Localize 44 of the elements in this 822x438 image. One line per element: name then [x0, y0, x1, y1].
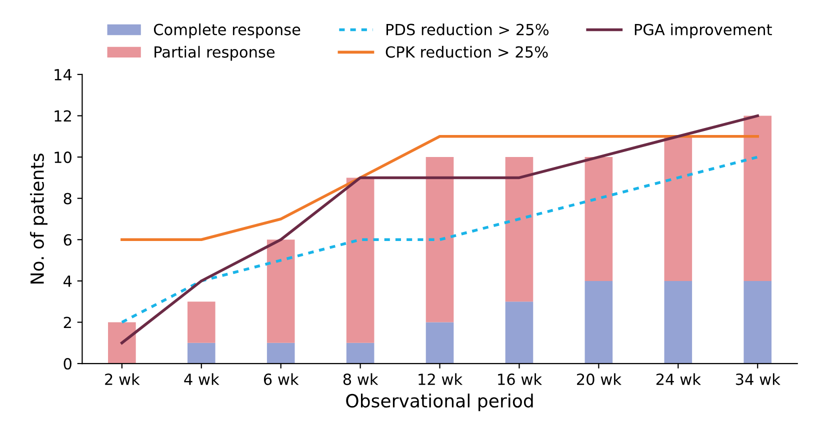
x-tick-label: 24 wk: [656, 373, 701, 385]
bar: [266, 240, 295, 343]
y-tick-label: 2: [64, 316, 71, 328]
line-series: [120, 156, 759, 324]
bar: [744, 280, 772, 364]
bar: [584, 157, 613, 281]
y-tick-label: 10: [54, 152, 72, 164]
x-axis-title: Observational period: [346, 394, 533, 412]
x-tick-label: 4 wk: [184, 373, 220, 385]
y-tick-label: 8: [64, 192, 72, 204]
y-tick-label: 4: [64, 276, 72, 287]
legend-label: CPK reduction > 25%: [386, 46, 548, 58]
y-tick-label: 6: [64, 234, 72, 246]
x-tick-label: 16 wk: [498, 373, 542, 386]
x-tick-label: 34 wk: [736, 373, 780, 386]
x-tick-label: 2 wk: [105, 373, 140, 385]
line-series: [120, 114, 759, 344]
bar: [426, 157, 454, 322]
y-tick-label: 12: [54, 110, 71, 122]
line-series: [120, 135, 759, 242]
y-tick-label: 14: [54, 69, 72, 80]
legend-label: PGA improvement: [634, 24, 772, 38]
bar: [426, 322, 454, 364]
x-tick-label: 20 wk: [576, 373, 622, 386]
x-tick-label: 6 wk: [264, 373, 299, 386]
bar: [505, 302, 534, 364]
x-tick-label: 8 wk: [343, 373, 378, 386]
y-tick-label: 0: [64, 358, 72, 370]
bar: [187, 342, 216, 364]
bar: [505, 157, 534, 302]
bar: [346, 178, 374, 343]
bar: [584, 280, 613, 364]
bar: [744, 116, 772, 281]
x-tick-label: 12 wk: [418, 373, 463, 385]
bar: [108, 322, 136, 364]
bar: [266, 342, 295, 364]
bar: [664, 280, 692, 364]
bar: [664, 136, 692, 281]
bar: [187, 302, 216, 343]
legend-label: Complete response: [154, 24, 300, 38]
bar: [346, 342, 374, 364]
legend-label: PDS reduction > 25%: [386, 24, 549, 36]
legend-label: Partial response: [154, 46, 275, 61]
y-axis-title: No. of patients: [30, 154, 48, 284]
